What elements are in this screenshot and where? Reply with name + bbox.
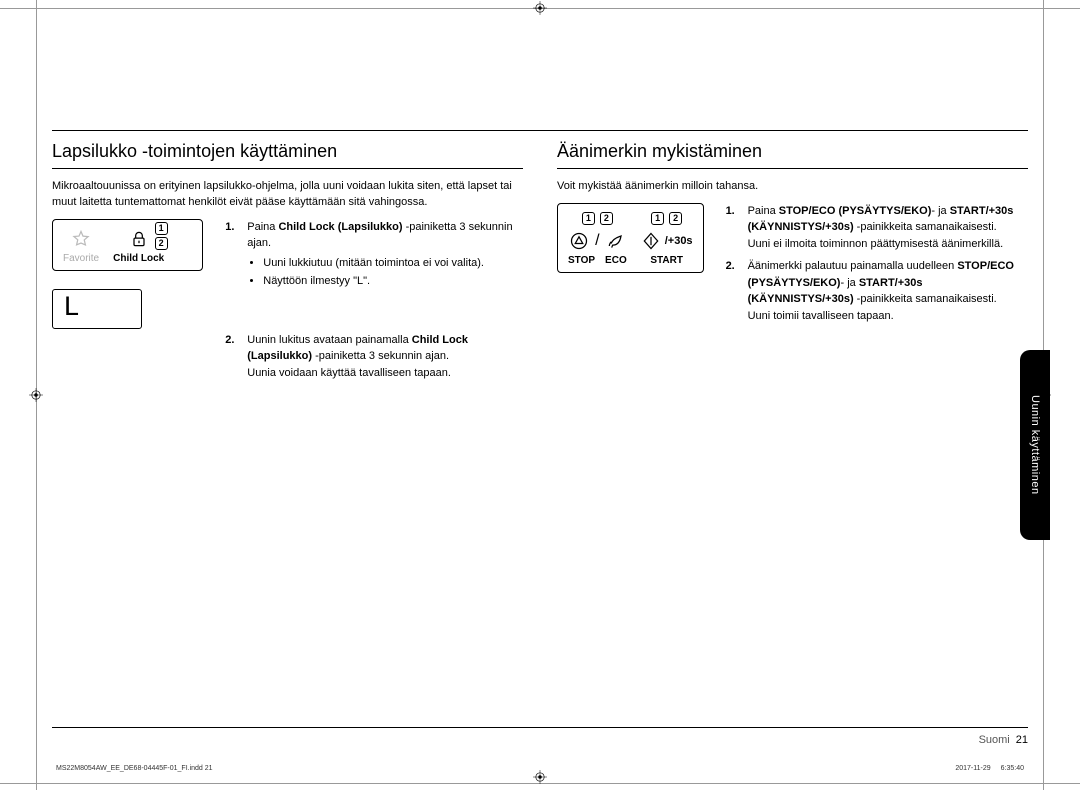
childlock-group: 1 2 Child Lock: [113, 228, 164, 264]
control-panel-childlock: Favorite 1 2 Child Lock: [52, 219, 203, 271]
text: Uuni toimii tavalliseen tapaan.: [748, 310, 894, 322]
bullet: Uuni lukkiutuu (mitään toimintoa ei voi …: [263, 255, 523, 272]
steps-childlock: 1. Paina Child Lock (Lapsilukko) -painik…: [225, 219, 523, 388]
intro-childlock: Mikroaaltouunissa on erityinen lapsilukk…: [52, 179, 523, 211]
left-column: Lapsilukko -toimintojen käyttäminen Mikr…: [52, 141, 523, 387]
print-meta-timestamp: 2017-11-29 6:35:40: [955, 765, 1024, 772]
content-columns: Lapsilukko -toimintojen käyttäminen Mikr…: [52, 141, 1028, 387]
meta-time: 6:35:40: [1001, 765, 1024, 772]
callout-2: 2: [600, 212, 613, 225]
footer-lang: Suomi: [979, 734, 1010, 746]
heading-childlock: Lapsilukko -toimintojen käyttäminen: [52, 141, 523, 169]
start-diamond-icon: [641, 231, 661, 251]
bullet: Näyttöön ilmestyy "L".: [263, 273, 523, 290]
panel-and-display: Favorite 1 2 Child Lock: [52, 219, 203, 329]
registration-icon: [29, 388, 43, 402]
childlock-label: Child Lock: [113, 253, 164, 264]
registration-icon: [533, 1, 547, 15]
page: Lapsilukko -toimintojen käyttäminen Mikr…: [0, 0, 1080, 790]
text: Uunia voidaan käyttää tavalliseen tapaan…: [247, 367, 451, 379]
step-2: 2. Äänimerkki palautuu painamalla uudell…: [726, 258, 1028, 324]
callout-2: 2: [155, 237, 168, 250]
print-meta-file: MS22M8054AW_EE_DE68-04445F-01_FI.indd 21: [56, 765, 213, 772]
step-number: 2.: [726, 258, 740, 324]
text-bold: Child Lock (Lapsilukko): [278, 221, 402, 233]
stop-icon: [569, 231, 589, 251]
text: Paina: [247, 221, 278, 233]
text: Uuni ei ilmoita toiminnon päättymisestä …: [748, 238, 1004, 250]
plus30-label: /+30s: [665, 235, 693, 247]
callout-1: 1: [582, 212, 595, 225]
step-number: 1.: [225, 219, 239, 292]
text: Äänimerkki palautuu painamalla uudelleen: [748, 260, 958, 272]
intro-mute: Voit mykistää äänimerkin milloin tahansa…: [557, 179, 1028, 195]
text: - ja: [840, 277, 858, 289]
text: Paina: [748, 205, 779, 217]
side-tab: Uunin käyttäminen: [1020, 350, 1050, 540]
rule: [52, 130, 1028, 131]
favorite-label: Favorite: [63, 253, 99, 264]
eco-icon: [606, 231, 626, 251]
favorite-group: Favorite: [63, 228, 99, 264]
registration-icon: [533, 770, 547, 784]
text: Uunin lukitus avataan painamalla: [247, 334, 412, 346]
side-tab-label: Uunin käyttäminen: [1029, 395, 1041, 495]
control-panel-mute: 12 / STOP ECO 12: [557, 203, 704, 273]
stop-eco-group: 12 / STOP ECO: [568, 212, 627, 266]
star-icon: [71, 229, 91, 249]
step-number: 2.: [225, 332, 239, 382]
slash: /: [593, 232, 601, 250]
eco-label: ECO: [605, 255, 627, 266]
text: -painiketta 3 sekunnin ajan.: [312, 350, 449, 362]
start-group: 12 /+30s START: [641, 212, 693, 266]
step-1: 1. Paina STOP/ECO (PYSÄYTYS/EKO)- ja STA…: [726, 203, 1028, 253]
footer-page: 21: [1016, 734, 1028, 746]
stop-label: STOP: [568, 255, 595, 266]
lock-icon: [129, 229, 149, 249]
step-number: 1.: [726, 203, 740, 253]
meta-date: 2017-11-29: [955, 765, 990, 772]
text: -painikkeita samanaikaisesti.: [854, 293, 997, 305]
text: -painikkeita samanaikaisesti.: [854, 221, 997, 233]
step-2: 2. Uunin lukitus avataan painamalla Chil…: [225, 332, 523, 382]
heading-mute: Äänimerkin mykistäminen: [557, 141, 1028, 169]
callout-1: 1: [651, 212, 664, 225]
right-column: Äänimerkin mykistäminen Voit mykistää ää…: [557, 141, 1028, 387]
text-bold: STOP/ECO (PYSÄYTYS/EKO): [779, 205, 932, 217]
callout-1: 1: [155, 222, 168, 235]
step-1: 1. Paina Child Lock (Lapsilukko) -painik…: [225, 219, 523, 292]
start-label: START: [650, 255, 683, 266]
display-readout: L: [52, 289, 142, 329]
callout-2: 2: [669, 212, 682, 225]
steps-mute: 1. Paina STOP/ECO (PYSÄYTYS/EKO)- ja STA…: [726, 203, 1028, 331]
text: - ja: [931, 205, 949, 217]
footer: Suomi 21: [52, 727, 1028, 746]
